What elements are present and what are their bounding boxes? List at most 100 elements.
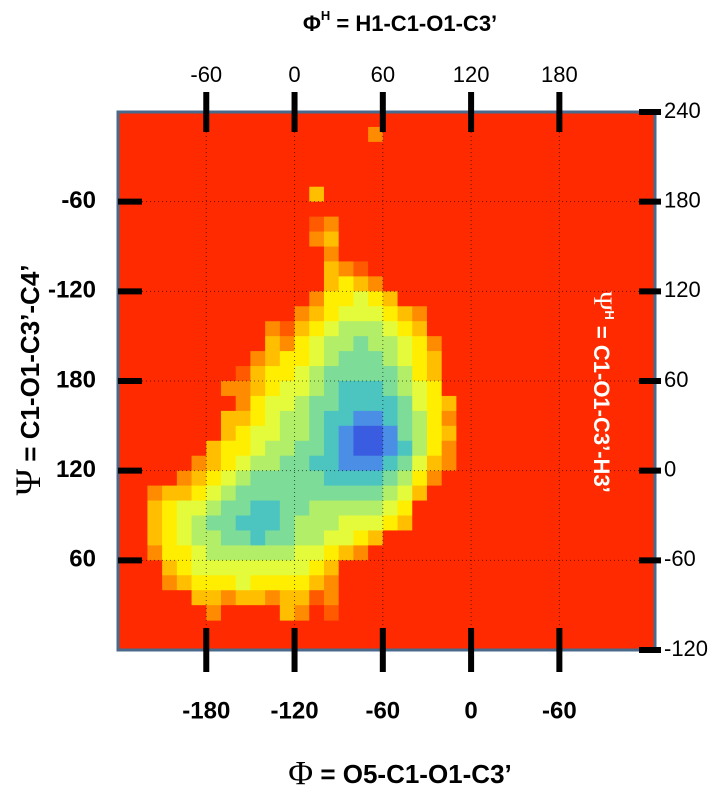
heat-cell [147,171,163,188]
heat-cell [338,201,354,218]
heat-cell [294,246,310,262]
heat-cell [426,126,443,143]
heat-cell [412,395,428,412]
heat-cell [250,126,266,143]
heat-cell [147,201,163,218]
heat-cell [206,605,222,621]
heat-cell [294,171,310,188]
heat-cell [206,246,222,262]
heat-cell [162,246,178,262]
heat-cell [265,366,281,382]
heat-cell [338,485,354,502]
heat-cell [206,381,222,397]
heat-cell [147,381,163,397]
heat-cell [323,186,340,203]
heat-cell [279,455,296,472]
heat-cell [338,246,354,262]
heat-cell [382,485,399,502]
heat-cell [412,141,428,158]
heat-cell [250,171,266,188]
heat-cell [323,500,340,516]
heat-cell [353,201,369,218]
superscript: H [602,310,617,319]
heat-cell [338,321,354,337]
heat-cell [456,156,472,173]
heat-cell [265,246,281,262]
heat-cell [368,485,384,502]
heat-cell [397,605,413,621]
heat-cell [176,141,193,158]
heat-cell [132,216,148,233]
heat-cell [353,186,369,203]
heat-cell [147,126,163,143]
heat-cell [309,216,325,233]
heat-cell [309,351,325,367]
heat-cell [294,186,310,203]
heat-cell [220,500,237,516]
heat-cell [397,231,413,247]
heat-cell [441,605,457,621]
heat-cell [206,336,222,352]
heat-cell [309,560,325,576]
heat-cell [441,530,457,546]
y2-tick-label: 180 [664,187,701,212]
heat-cell [353,246,369,262]
heat-cell [368,395,384,412]
heat-cell [397,141,413,158]
heat-cell [309,605,325,621]
heat-cell [294,231,310,247]
heat-cell [162,156,178,173]
heat-cell [176,560,193,576]
heat-cell [309,261,325,277]
heat-cell [456,246,472,262]
heat-cell [162,440,178,457]
heat-cell [397,575,413,591]
heat-cell [147,276,163,292]
heat-cell [382,261,399,277]
heat-cell [191,276,207,292]
heat-cell [368,291,384,307]
heat-cell [441,455,457,472]
heat-cell [397,381,413,397]
heat-cell [279,560,296,576]
heat-cell [456,560,472,576]
label: = H1-C1-O1-C3’ [330,11,497,36]
heat-cell [235,366,251,382]
heat-cell [368,351,384,367]
heat-cell [412,605,428,621]
heat-cell [176,381,193,397]
heat-cell [191,141,207,158]
heat-cell [323,156,340,173]
heat-cell [147,261,163,277]
heat-cell [176,261,193,277]
heat-cell [132,590,148,606]
heat-cell [294,291,310,307]
heat-cell [382,126,399,143]
heat-cell [309,291,325,307]
heat-cell [250,470,266,487]
heat-cell [426,545,443,561]
heat-cell [309,381,325,397]
heat-cell [368,590,384,606]
heat-cell [206,366,222,382]
heat-cell [265,336,281,352]
heat-cell [147,231,163,247]
heat-cell [338,336,354,352]
heat-cell [426,291,443,307]
heat-cell [235,545,251,561]
heat-cell [353,605,369,621]
heat-cell [132,171,148,188]
heat-cell [162,141,178,158]
heat-cell [265,381,281,397]
heat-cell [279,470,296,487]
heat-cell [191,126,207,143]
heat-cell [279,201,296,218]
heat-cell [426,321,443,337]
heat-cell [323,351,340,367]
heat-cell [338,605,354,621]
heat-cell [250,605,266,621]
heat-cell [338,276,354,292]
heat-cell [191,231,207,247]
heat-cell [338,395,354,412]
heat-cell [279,530,296,546]
